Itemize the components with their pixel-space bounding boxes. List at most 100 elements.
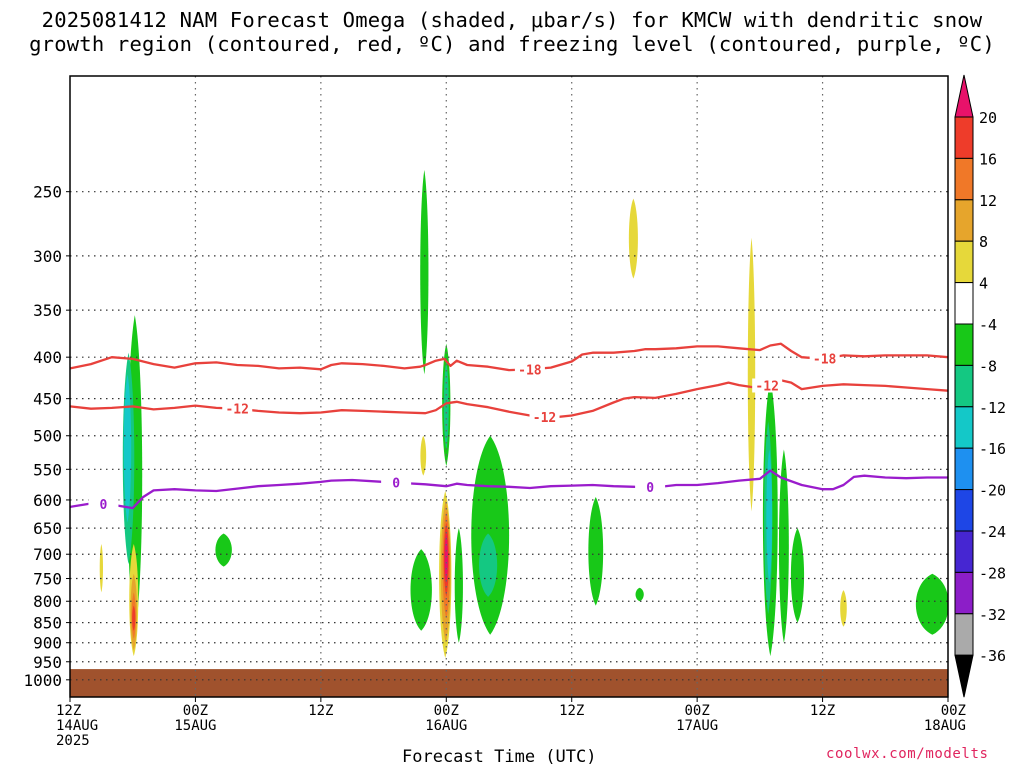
contour-label-background [222, 401, 253, 416]
colorbar-label: 4 [979, 275, 988, 293]
colorbar-segment [954, 571, 974, 615]
y-tick-label: 750 [33, 570, 62, 589]
contour-label-background [809, 351, 840, 366]
x-tick-label: 00Z [684, 703, 709, 719]
colorbar-label: -12 [979, 399, 1006, 417]
y-tick-label: 700 [33, 545, 62, 564]
colorbar-segment [954, 613, 974, 656]
plot-frame [69, 75, 949, 698]
omega-region [454, 528, 463, 643]
y-tick-label: 950 [33, 653, 62, 672]
x-tick-label: 12Z [56, 703, 81, 719]
omega-region [471, 435, 510, 635]
colorbar-segment [954, 282, 974, 325]
x-tick-label: 16AUG [425, 718, 467, 734]
colorbar-segment [954, 447, 974, 491]
colorbar-label: -32 [979, 606, 1006, 624]
colorbar-label: 8 [979, 233, 988, 251]
colorbar-segment [954, 240, 974, 284]
contour-line [70, 342, 948, 372]
contour-label: -12 [225, 403, 248, 418]
x-tick-label: 2025 [56, 733, 90, 749]
colorbar-segment [954, 199, 974, 242]
contour-label-background [752, 378, 783, 393]
colorbar-segment [954, 116, 974, 159]
omega-region [790, 528, 805, 623]
y-tick-label: 900 [33, 634, 62, 653]
y-tick-label: 500 [33, 427, 62, 446]
omega-region [123, 374, 132, 523]
contour-line [70, 469, 948, 510]
omega-region [444, 533, 448, 584]
colorbar-segment [954, 157, 974, 201]
x-tick-label: 00Z [434, 703, 459, 719]
y-tick-label: 450 [33, 390, 62, 409]
colorbar-label: -8 [979, 357, 997, 375]
x-axis-label: Forecast Time (UTC) [402, 747, 597, 767]
y-tick-label: 850 [33, 614, 62, 633]
colorbar-segment [954, 406, 974, 449]
x-tick-label: 15AUG [174, 718, 216, 734]
colorbar-segment [954, 74, 974, 118]
x-tick-label: 12Z [810, 703, 835, 719]
credit-text: coolwx.com/modelts [826, 746, 989, 762]
y-tick-label: 400 [33, 348, 62, 367]
omega-region [778, 449, 789, 643]
colorbar-label: -20 [979, 482, 1006, 500]
x-tick-label: 18AUG [924, 718, 966, 734]
y-tick-label: 550 [33, 460, 62, 479]
contour-label-background [514, 362, 545, 377]
y-tick-label: 650 [33, 519, 62, 538]
omega-region [410, 549, 432, 631]
contour-label-background [381, 475, 412, 490]
chart-title-line-1: 2025081412 NAM Forecast Omega (shaded, μ… [41, 8, 983, 32]
x-tick-label: 17AUG [676, 718, 718, 734]
omega-region [840, 590, 847, 627]
omega-region [443, 361, 449, 450]
y-tick-label: 300 [33, 247, 62, 266]
omega-region [747, 237, 756, 512]
y-tick-label: 800 [33, 592, 62, 611]
ground-fill [70, 669, 948, 697]
contour-label: -18 [813, 353, 837, 368]
contour-label: 0 [100, 498, 108, 513]
x-tick-label: 12Z [559, 703, 584, 719]
y-tick-label: 1000 [23, 671, 62, 690]
plot-area: -18 -18 -12 -12 -12 0 0 0 [70, 76, 948, 697]
omega-region [420, 435, 427, 476]
x-tick-label: 14AUG [56, 718, 98, 734]
colorbar-label: -36 [979, 647, 1006, 665]
y-tick-label: 350 [33, 301, 62, 320]
colorbar-label: 20 [979, 109, 997, 127]
omega-region [635, 587, 644, 602]
omega-region [479, 533, 498, 597]
x-tick-label: 00Z [941, 703, 966, 719]
colorbar-label: -28 [979, 564, 1006, 582]
y-tick-label: 600 [33, 491, 62, 510]
colorbar-segment [954, 654, 974, 698]
colorbar-label: -4 [979, 316, 997, 334]
contour-label: 0 [392, 477, 400, 492]
colorbar-segment [954, 489, 974, 532]
y-tick-label: 250 [33, 183, 62, 202]
colorbar-label: -24 [979, 523, 1006, 541]
colorbar-segment [954, 364, 974, 408]
omega-region [99, 544, 104, 593]
contour-label-background [635, 480, 666, 495]
contour-label-background [529, 410, 560, 425]
x-tick-label: 12Z [308, 703, 333, 719]
chart-title-line-2: growth region (contoured, red, ºC) and f… [29, 32, 995, 56]
omega-region [766, 449, 773, 584]
colorbar-label: 12 [979, 192, 997, 210]
colorbar-segment [954, 530, 974, 573]
x-tick-label: 00Z [183, 703, 208, 719]
contour-label: -18 [518, 363, 542, 378]
contour-label: -12 [533, 411, 556, 426]
omega-region [915, 573, 948, 635]
omega-region [132, 605, 136, 631]
contour-label: 0 [646, 481, 654, 496]
colorbar-label: 16 [979, 150, 997, 168]
colorbar-segment [954, 323, 974, 366]
colorbar-label: -16 [979, 440, 1006, 458]
omega-region [215, 533, 232, 567]
